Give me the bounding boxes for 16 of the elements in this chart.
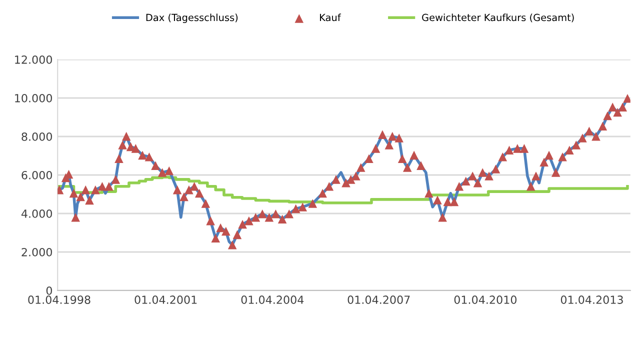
y-tick-label: 10.000 [15, 94, 52, 102]
x-tick-label: 01.04.2010 [454, 296, 516, 304]
y-tick-label: 8.000 [22, 132, 52, 141]
legend-label: Kauf [320, 14, 342, 22]
y-tick-label: 0 [46, 286, 52, 295]
x-tick-label: 01.04.2004 [241, 296, 304, 304]
y-tick-label: 2.000 [22, 248, 52, 256]
legend-label: Gewichteter Kaufkurs (Gesamt) [422, 14, 574, 22]
y-tick-label: 4.000 [21, 209, 52, 218]
x-tick-label: 01.04.2001 [134, 296, 197, 304]
x-tick-label: 01.04.2013 [560, 296, 623, 304]
y-tick-label: 12.000 [15, 55, 52, 64]
y-tick-label: 6.000 [22, 170, 52, 180]
legend-label: Dax (Tagesschluss) [146, 14, 238, 24]
x-tick-label: 01.04.2007 [348, 296, 410, 304]
x-tick-label: 01.04.1998 [28, 296, 90, 304]
